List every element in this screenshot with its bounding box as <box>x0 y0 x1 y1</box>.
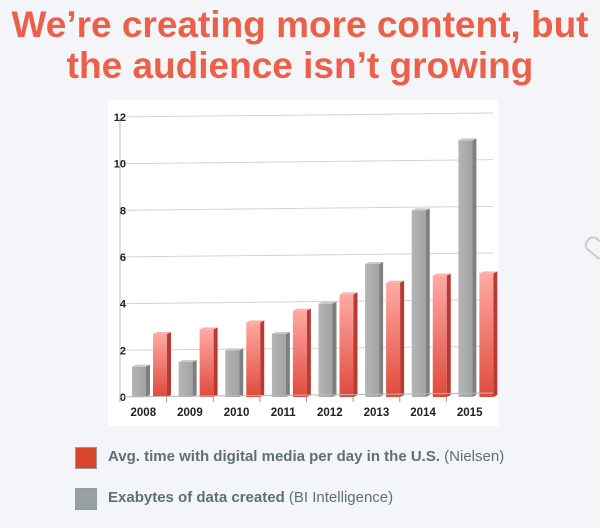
bar-side <box>400 280 405 397</box>
gridline <box>119 159 494 165</box>
bar-top <box>271 332 290 334</box>
legend-source: (BI Intelligence) <box>288 489 394 506</box>
bar-top <box>318 301 337 304</box>
bar-top <box>199 327 218 330</box>
bar-side <box>239 348 244 397</box>
bar-top <box>292 308 311 311</box>
gray-bar-2014 <box>411 210 426 397</box>
bar-side <box>192 360 197 397</box>
red-bar-2011 <box>292 310 307 397</box>
gray-bar-2010 <box>225 350 240 397</box>
legend-swatch-gray <box>75 488 97 510</box>
bar-side <box>425 208 430 397</box>
x-tick-label: 2013 <box>364 407 390 419</box>
bar-side <box>146 364 150 397</box>
bar-top <box>339 292 358 295</box>
gray-bar-2008 <box>132 366 146 397</box>
bar-side <box>446 273 451 397</box>
bar-top <box>432 273 451 276</box>
legend-label: Avg. time with digital media per day in … <box>108 448 440 465</box>
x-tick-label: 2012 <box>317 407 343 419</box>
bar-chart: 0 2 4 6 8 10 12 2008 2009 2010 2011 2012 2013 2014 201… <box>114 112 498 419</box>
x-tick-label: 2010 <box>224 407 250 419</box>
y-tick-label: 2 <box>120 345 126 357</box>
x-tick-label: 2011 <box>271 407 297 419</box>
bar-top <box>411 208 430 211</box>
bar-side <box>472 138 477 398</box>
bar-top <box>225 348 244 351</box>
y-tick-label: 6 <box>120 252 126 264</box>
gridline <box>119 299 494 305</box>
gridline <box>119 252 494 258</box>
gridline <box>119 205 494 211</box>
red-bar-2013 <box>386 282 401 397</box>
x-tick-label: 2008 <box>131 407 157 419</box>
bar-side <box>285 332 290 397</box>
red-bar-2014 <box>432 275 447 397</box>
bar-top <box>479 271 498 274</box>
bar-side <box>353 292 358 397</box>
bar-side <box>379 262 384 397</box>
y-tick-label: 12 <box>114 112 126 124</box>
gray-bar-2009 <box>178 362 193 397</box>
red-bar-2012 <box>339 294 354 397</box>
legend-source: (Nielsen) <box>444 448 505 465</box>
bar-top <box>153 332 171 334</box>
x-tick-label: 2014 <box>410 407 436 419</box>
title-line-2: the audience isn’t growing <box>66 45 534 86</box>
bar-top <box>132 364 150 367</box>
bar-side <box>213 327 218 397</box>
title-line-1: We’re creating more content, but <box>11 4 589 45</box>
bar-top <box>365 262 384 264</box>
red-bar-2009 <box>199 329 214 397</box>
bar-top <box>246 320 265 323</box>
x-axis <box>119 392 494 398</box>
red-bar-2010 <box>246 322 261 397</box>
paperclip-icon <box>581 233 600 263</box>
bar-side <box>167 332 171 397</box>
gray-bar-2013 <box>365 264 380 397</box>
bar-side <box>493 271 498 397</box>
y-tick-label: 8 <box>120 205 126 217</box>
bar-top <box>458 138 477 141</box>
bar-side <box>260 320 265 397</box>
gray-bar-2012 <box>318 303 333 397</box>
legend-swatch-red <box>75 447 97 469</box>
x-tick-label: 2015 <box>457 407 483 419</box>
bar-top <box>386 280 405 283</box>
gridline <box>119 112 494 118</box>
bar-side <box>332 301 337 397</box>
y-tick-label: 0 <box>120 392 126 404</box>
red-bar-2015 <box>479 273 494 397</box>
gray-bar-2011 <box>271 334 286 397</box>
slide-title: We’re creating more content, but the aud… <box>0 4 600 86</box>
y-tick-label: 10 <box>114 159 126 171</box>
gray-bar-2015 <box>458 140 473 398</box>
y-tick-label: 4 <box>120 299 127 311</box>
red-bar-2008 <box>153 334 167 397</box>
legend-label: Exabytes of data created <box>108 489 285 506</box>
bar-top <box>178 360 197 362</box>
bar-side <box>306 308 311 397</box>
x-tick-label: 2009 <box>177 407 203 419</box>
